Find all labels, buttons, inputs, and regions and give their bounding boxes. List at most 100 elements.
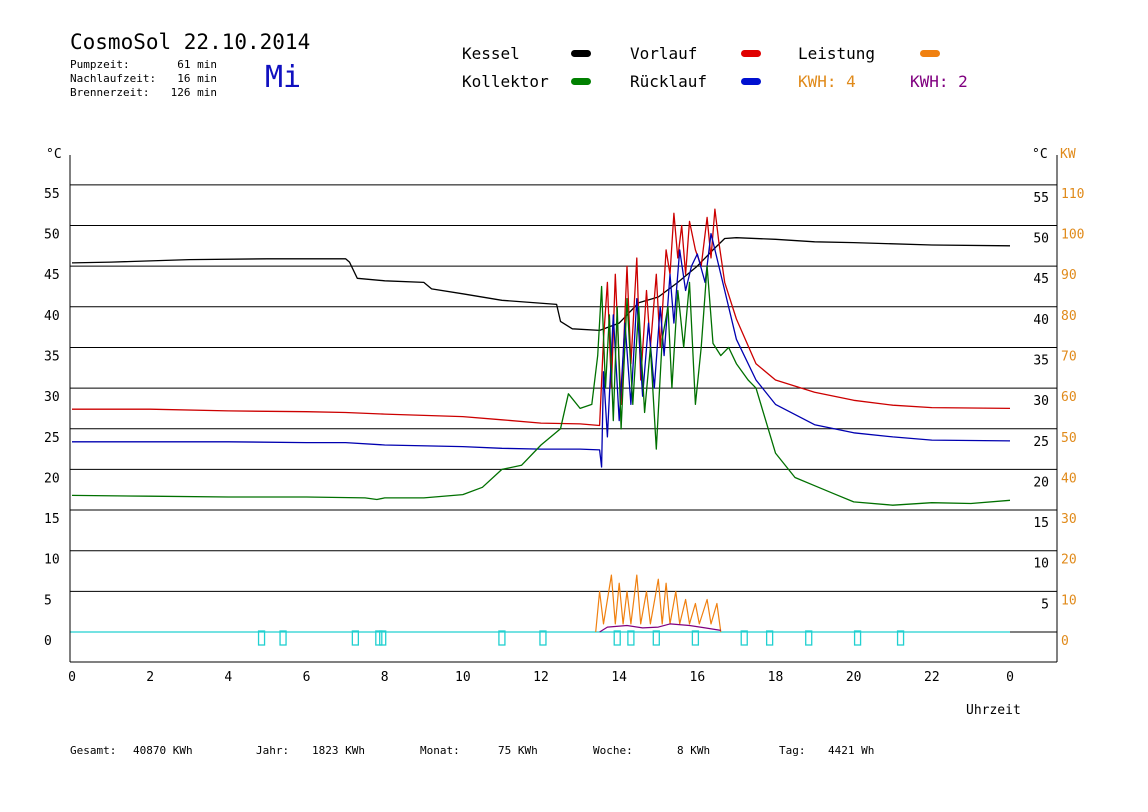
series-leistung2	[599, 623, 721, 633]
y-tick-right-c-20: 20	[1033, 475, 1049, 490]
series-leistung	[595, 574, 722, 633]
y-tick-right-kw-110: 110	[1061, 187, 1084, 202]
y-tick-left-55: 55	[44, 187, 60, 202]
legend-label-leistung: Leistung	[798, 44, 876, 63]
y-tick-right-c-40: 40	[1033, 313, 1049, 328]
y-tick-left-40: 40	[44, 309, 60, 324]
summary-year-value: 1823 KWh	[312, 744, 365, 757]
x-tick-8: 16	[690, 670, 706, 685]
summary-total-label: Gesamt:	[70, 744, 117, 757]
x-tick-0: 0	[68, 670, 76, 685]
x-tick-3: 6	[303, 670, 311, 685]
y-tick-right-c-10: 10	[1033, 557, 1049, 572]
y-unit-right-kw: KW	[1060, 147, 1076, 162]
series-kessel	[71, 237, 1011, 332]
y-tick-right-c-30: 30	[1033, 394, 1049, 409]
pump-event-13	[805, 630, 813, 646]
x-tick-10: 20	[846, 670, 862, 685]
legend-swatch-ruecklauf	[741, 78, 761, 85]
pump-event-7	[613, 630, 621, 646]
pump-event-12	[765, 630, 774, 646]
y-tick-right-c-25: 25	[1033, 435, 1049, 450]
page-title: CosmoSol 22.10.2014	[70, 30, 311, 54]
y-tick-right-c-15: 15	[1033, 516, 1049, 531]
x-tick-1: 2	[146, 670, 154, 685]
x-tick-12: 0	[1006, 670, 1014, 685]
y-tick-right-kw-100: 100	[1061, 228, 1084, 243]
y-tick-left-30: 30	[44, 390, 60, 405]
y-tick-left-10: 10	[44, 553, 60, 568]
stat-value-brenner: 126 min	[170, 86, 217, 99]
weekday-label: Mi	[265, 60, 302, 95]
legend-swatch-leistung	[920, 50, 940, 57]
pump-event-4	[379, 630, 387, 646]
y-tick-right-kw-60: 60	[1061, 390, 1077, 405]
summary-week-label: Woche:	[593, 744, 633, 757]
pump-event-5	[498, 630, 506, 646]
pump-event-11	[740, 630, 748, 646]
chart-ticks: 0510152025303540455055510152025303540455…	[44, 187, 1084, 685]
pump-event-1	[279, 630, 287, 646]
y-tick-right-kw-80: 80	[1061, 309, 1077, 324]
legend-swatch-vorlauf	[741, 50, 761, 57]
legend-label-kollektor: Kollektor	[462, 72, 549, 91]
pump-event-8	[627, 630, 635, 646]
summary-day-label: Tag:	[779, 744, 806, 757]
legend-label-kessel: Kessel	[462, 44, 520, 63]
summary-month-label: Monat:	[420, 744, 460, 757]
stat-label-pump: Pumpzeit:	[70, 58, 130, 71]
pump-event-15	[896, 630, 905, 646]
summary-week-value: 8 KWh	[677, 744, 711, 757]
y-unit-right-c: °C	[1032, 147, 1048, 162]
series-kollektor	[71, 265, 1011, 506]
legend-label-vorlauf: Vorlauf	[630, 44, 698, 63]
y-tick-right-kw-50: 50	[1061, 431, 1077, 446]
summary-day-value: 4421 Wh	[828, 744, 875, 757]
pump-event-2	[351, 630, 360, 646]
y-tick-left-50: 50	[44, 228, 60, 243]
pump-event-3	[375, 630, 383, 646]
legend-kwh-2: KWH: 2	[910, 72, 968, 91]
pump-event-14	[853, 630, 862, 646]
y-tick-right-c-55: 55	[1033, 191, 1049, 206]
stat-value-nachlauf: 16 min	[177, 72, 217, 85]
series-vorlauf	[72, 208, 1011, 427]
summary-year-label: Jahr:	[256, 744, 290, 757]
pump-event-9	[652, 630, 660, 646]
y-tick-right-c-35: 35	[1033, 353, 1049, 368]
legend-swatch-kollektor	[571, 78, 591, 85]
summary-total-value: 40870 KWh	[133, 744, 193, 757]
pump-event-6	[539, 630, 547, 646]
x-axis-label: Uhrzeit	[966, 703, 1021, 718]
summary-month-value: 75 KWh	[498, 744, 538, 757]
stat-label-nachlauf: Nachlaufzeit:	[70, 72, 157, 85]
x-tick-6: 12	[533, 670, 549, 685]
y-unit-left: °C	[46, 147, 62, 162]
y-tick-right-kw-40: 40	[1061, 471, 1077, 486]
chart-grid	[70, 184, 1057, 633]
y-tick-right-c-5: 5	[1041, 597, 1049, 612]
y-tick-left-5: 5	[44, 593, 52, 608]
pump-event-0	[257, 630, 266, 646]
series-ruecklauf	[72, 232, 1011, 468]
y-tick-right-kw-0: 0	[1061, 634, 1069, 649]
x-tick-5: 10	[455, 670, 471, 685]
x-tick-11: 22	[924, 670, 940, 685]
y-tick-right-kw-70: 70	[1061, 349, 1077, 364]
x-tick-7: 14	[611, 670, 627, 685]
legend-swatch-kessel	[571, 50, 591, 57]
pump-events	[257, 630, 905, 646]
y-tick-right-c-45: 45	[1033, 272, 1049, 287]
y-tick-right-kw-30: 30	[1061, 512, 1077, 527]
chart-series	[71, 208, 1011, 633]
y-tick-right-kw-90: 90	[1061, 268, 1077, 283]
y-tick-right-kw-10: 10	[1061, 593, 1077, 608]
legend-kwh-1: KWH: 4	[798, 72, 856, 91]
y-tick-right-kw-20: 20	[1061, 553, 1077, 568]
chart-axes: °C °C KW Uhrzeit	[46, 147, 1076, 718]
stat-value-pump: 61 min	[177, 58, 217, 71]
pump-event-10	[691, 630, 700, 646]
y-tick-left-35: 35	[44, 349, 60, 364]
x-tick-4: 8	[381, 670, 389, 685]
